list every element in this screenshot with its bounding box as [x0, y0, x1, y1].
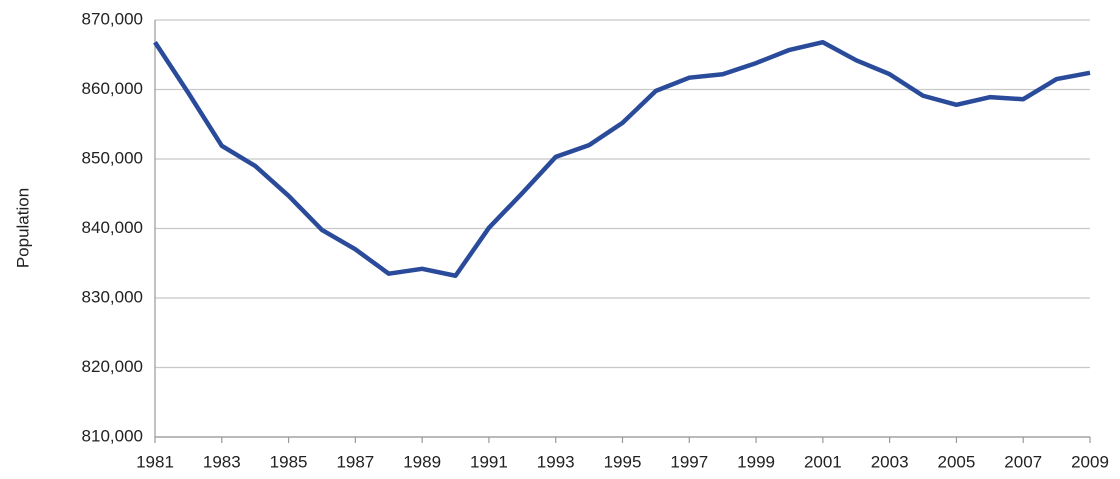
y-axis-label: Population [13, 188, 32, 268]
y-tick-label: 840,000 [82, 218, 143, 237]
y-tick-label: 810,000 [82, 426, 143, 445]
y-tick-label: 860,000 [82, 79, 143, 98]
x-tick-label: 1989 [403, 452, 441, 471]
x-tick-label: 1991 [470, 452, 508, 471]
x-tick-label: 2007 [1004, 452, 1042, 471]
x-tick-label: 2005 [938, 452, 976, 471]
y-tick-label: 870,000 [82, 9, 143, 28]
x-tick-label: 1993 [537, 452, 575, 471]
x-tick-label: 1995 [604, 452, 642, 471]
x-tick-label: 1983 [203, 452, 241, 471]
data-line [153, 39, 1091, 279]
x-tick-label: 1985 [270, 452, 308, 471]
x-tick-label: 2009 [1071, 452, 1109, 471]
x-tick-label: 1997 [670, 452, 708, 471]
y-tick-label: 820,000 [82, 357, 143, 376]
x-tick-label: 2003 [871, 452, 909, 471]
x-tick-label: 1999 [737, 452, 775, 471]
x-tick-label: 1987 [336, 452, 374, 471]
x-tick-label: 2001 [804, 452, 842, 471]
x-tick-label: 1981 [136, 452, 174, 471]
y-tick-label: 830,000 [82, 287, 143, 306]
y-tick-label: 850,000 [82, 148, 143, 167]
